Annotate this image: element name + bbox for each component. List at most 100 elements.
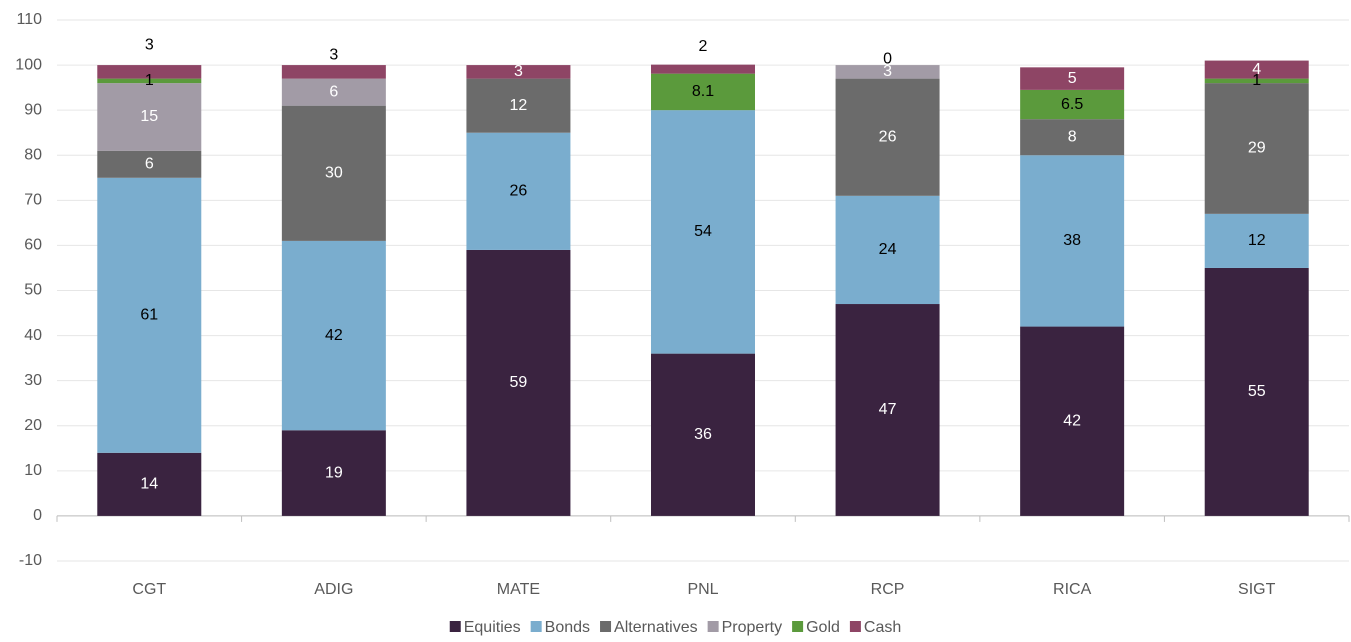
data-label: 6.5 [1061,96,1083,113]
bar-segment [651,110,755,354]
bar-segment [1204,267,1309,516]
legend-label: Gold [806,619,840,636]
y-tick-label: 10 [24,462,42,479]
data-label: 29 [1248,140,1266,157]
bar-segment [466,78,571,133]
bar-segment [281,78,386,106]
bar-segment [651,353,755,516]
y-tick-label: 80 [24,146,42,163]
x-tick-label: CGT [132,581,166,598]
bar-segment [97,83,202,151]
x-tick-label: RICA [1053,581,1092,598]
legend-swatch [600,621,612,632]
legend-label: Bonds [545,619,590,636]
data-label: 6 [329,83,338,100]
bar-segment [1204,60,1309,79]
bar-segment [835,304,940,516]
bar-segment [97,78,202,84]
bar-segment [1020,155,1125,327]
data-label: 47 [879,401,897,418]
data-label: 54 [694,223,712,240]
legend-swatch [707,621,719,632]
data-label: 38 [1063,232,1081,249]
legend-label: Property [722,619,782,636]
data-label: 14 [140,476,158,493]
data-label: 1 [1252,72,1261,89]
data-label: 26 [510,183,528,200]
data-label: 6 [145,155,154,172]
data-label: 26 [879,128,897,145]
data-label: 12 [510,97,528,114]
data-label: 3 [883,63,892,80]
y-tick-label: 50 [24,282,42,299]
bar-segment [281,105,386,241]
bar-segment [651,73,755,111]
bar-segment [1020,89,1125,120]
data-label: 8 [1068,128,1077,145]
bar-segment [97,177,202,453]
bar-segment [1020,67,1125,90]
x-tick-label: ADIG [314,581,353,598]
bar-segment [835,78,940,196]
y-tick-label: 20 [24,417,42,434]
y-tick-label: 0 [33,507,42,524]
bar-segment [1020,119,1125,156]
data-label: 61 [140,307,158,324]
data-label: 42 [325,327,343,344]
data-label: 15 [140,108,158,125]
data-label: 4 [1252,61,1261,78]
data-label: 12 [1248,232,1266,249]
legend-swatch [449,621,461,632]
y-tick-label: 90 [24,101,42,118]
data-label: 3 [514,63,523,80]
bar-segment [466,65,571,79]
x-tick-label: PNL [687,581,718,598]
legend-swatch [792,621,804,632]
x-tick-label: SIGT [1238,581,1276,598]
y-tick-label: 70 [24,192,42,209]
y-tick-label: 100 [15,56,42,73]
bar-segment [97,452,202,516]
bar-segment [97,65,202,79]
data-label: 2 [699,38,708,55]
bar-segment [281,65,386,79]
bar-segment [466,249,571,516]
data-label: 30 [325,165,343,182]
bar-segment [835,195,940,305]
bar-segment [281,430,386,516]
data-label: 24 [879,241,897,258]
legend-label: Equities [464,619,521,636]
x-tick-label: MATE [497,581,540,598]
data-label: 0 [883,50,892,67]
legend-swatch [849,621,861,632]
data-label: 1 [145,72,154,89]
bar-segment [1020,326,1125,516]
legend-label: Alternatives [614,619,698,636]
x-tick-label: RCP [871,581,905,598]
data-label: 59 [510,374,528,391]
y-tick-label: 60 [24,237,42,254]
y-tick-label: -10 [19,552,42,569]
bar-segment [1204,83,1309,214]
data-label: 3 [145,36,154,53]
data-label: 36 [694,426,712,443]
bar-segment [1204,213,1309,268]
y-tick-label: 110 [16,11,42,28]
bar-segment [1204,78,1309,84]
bar-segment [466,132,571,250]
legend-label: Cash [864,619,901,636]
bar-segment [281,240,386,431]
bar-segment [651,64,755,74]
bar-segment [835,65,940,79]
y-tick-label: 30 [24,372,42,389]
legend-swatch [530,621,542,632]
data-label: 8.1 [692,83,714,100]
data-label: 5 [1068,70,1077,87]
bar-segment [97,150,202,178]
data-label: 55 [1248,383,1266,400]
data-label: 19 [325,464,343,481]
data-label: 3 [329,46,338,63]
data-label: 42 [1063,412,1081,429]
y-tick-label: 40 [24,327,42,344]
